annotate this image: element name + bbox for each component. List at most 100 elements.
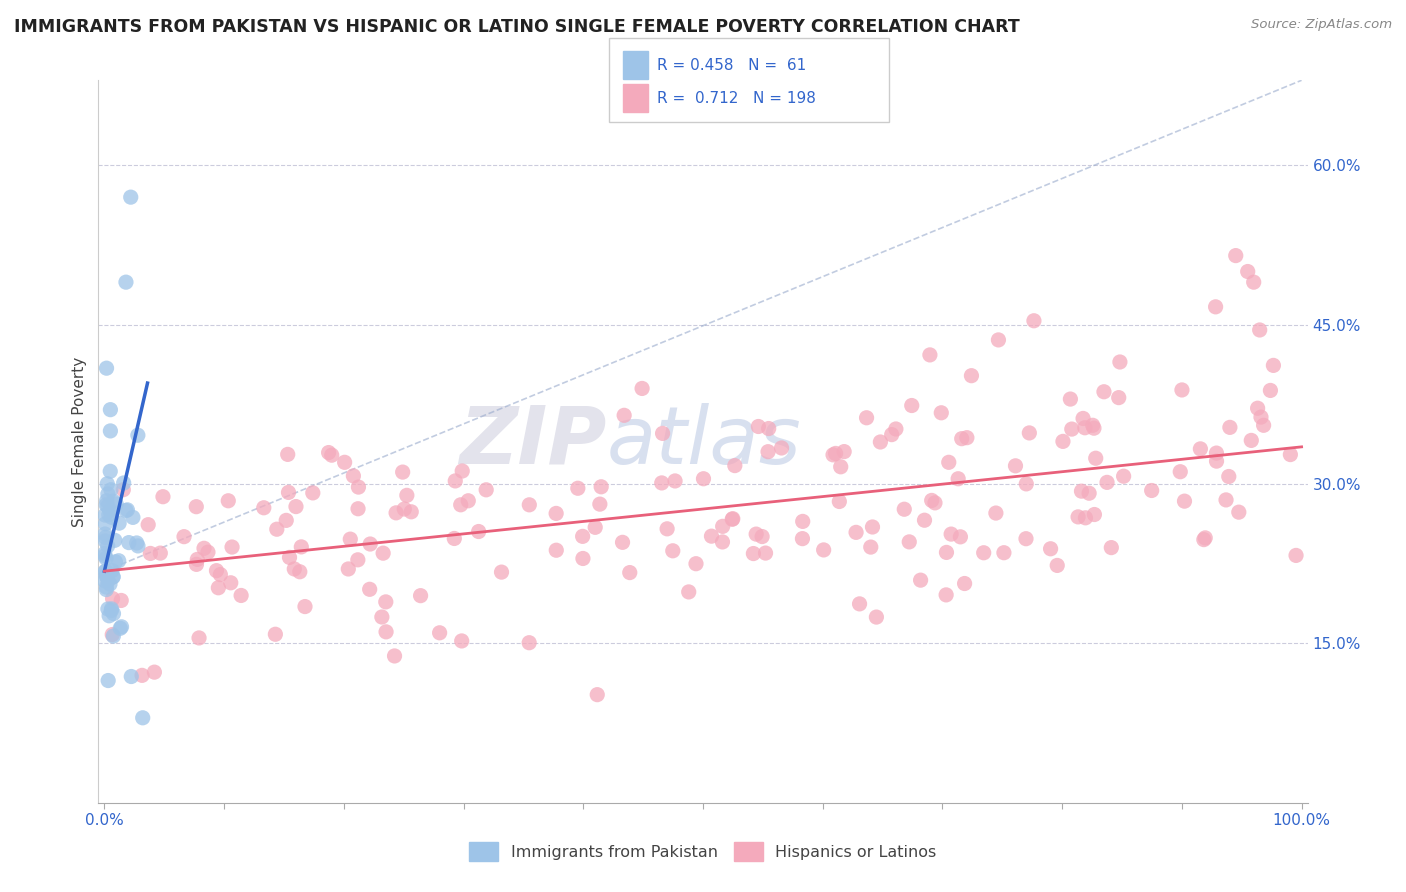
Point (294, 599, 316, 614)
Point (1249, 323, 1271, 337)
Point (1263, 359, 1285, 373)
Point (1205, 446, 1227, 460)
Point (475, 483, 498, 497)
Point (813, 543, 835, 558)
Point (97, 487, 120, 501)
Point (1015, 476, 1038, 491)
Point (118, 535, 141, 549)
Point (984, 506, 1007, 520)
Point (321, 448, 343, 462)
Point (94, 551, 117, 566)
Point (973, 546, 995, 560)
Point (914, 513, 936, 527)
Point (96, 582, 118, 597)
Point (394, 502, 416, 516)
Point (845, 525, 868, 540)
Point (285, 500, 308, 514)
Point (1059, 392, 1081, 406)
Point (264, 627, 287, 641)
Point (651, 475, 673, 490)
Point (758, 421, 780, 435)
Point (862, 520, 884, 534)
Point (1078, 486, 1101, 500)
Point (935, 588, 957, 602)
Point (1112, 469, 1135, 483)
Point (1022, 314, 1045, 328)
Point (900, 399, 922, 413)
Point (409, 589, 432, 603)
Point (898, 534, 921, 549)
Point (1279, 448, 1302, 462)
Point (1095, 475, 1118, 490)
Point (1171, 383, 1194, 397)
Legend: Immigrants from Pakistan, Hispanics or Latinos: Immigrants from Pakistan, Hispanics or L… (463, 836, 943, 867)
Point (517, 636, 540, 650)
Point (1250, 410, 1272, 425)
Point (747, 419, 769, 434)
Point (1071, 411, 1094, 425)
Point (188, 631, 211, 645)
Point (938, 455, 960, 469)
Point (444, 474, 467, 488)
Point (205, 564, 228, 578)
Point (96, 569, 118, 583)
Point (884, 422, 907, 436)
Point (375, 624, 398, 639)
Text: IMMIGRANTS FROM PAKISTAN VS HISPANIC OR LATINO SINGLE FEMALE POVERTY CORRELATION: IMMIGRANTS FROM PAKISTAN VS HISPANIC OR … (14, 18, 1019, 36)
Point (288, 565, 311, 579)
Point (546, 543, 568, 558)
Point (94, 565, 117, 579)
Point (1018, 425, 1040, 440)
Point (1140, 483, 1163, 498)
Point (277, 485, 299, 500)
Point (104, 533, 127, 548)
Point (1074, 511, 1097, 525)
Point (347, 553, 370, 567)
Point (384, 648, 406, 663)
Point (277, 447, 299, 461)
Point (1205, 300, 1227, 314)
Point (96, 580, 118, 594)
Point (1225, 249, 1247, 263)
Point (450, 498, 472, 512)
Point (127, 539, 149, 553)
Point (96, 361, 118, 376)
Point (1260, 384, 1282, 398)
Point (1108, 391, 1130, 405)
Point (1099, 541, 1122, 555)
Point (253, 500, 276, 515)
Point (572, 551, 595, 566)
Point (100, 424, 122, 438)
Point (94, 549, 117, 563)
Point (385, 506, 408, 520)
Point (921, 493, 943, 508)
Point (359, 537, 381, 551)
Point (229, 589, 252, 603)
Point (197, 545, 219, 559)
Point (700, 529, 723, 543)
Point (1015, 532, 1038, 546)
Point (929, 406, 952, 420)
Point (586, 688, 609, 702)
Point (1052, 434, 1074, 449)
Point (792, 532, 814, 546)
Point (391, 465, 413, 479)
Point (1060, 422, 1083, 436)
Point (1189, 442, 1212, 456)
Point (131, 668, 153, 682)
Point (1219, 420, 1241, 434)
Point (105, 497, 128, 511)
Point (120, 190, 142, 204)
Point (949, 530, 972, 544)
Point (101, 627, 124, 641)
Point (946, 472, 969, 486)
Point (152, 490, 174, 504)
Point (848, 597, 870, 611)
Point (953, 576, 976, 591)
Point (290, 540, 312, 554)
Point (770, 441, 793, 455)
Point (721, 511, 744, 525)
Point (120, 669, 142, 683)
Point (94, 508, 117, 522)
Point (655, 522, 678, 536)
